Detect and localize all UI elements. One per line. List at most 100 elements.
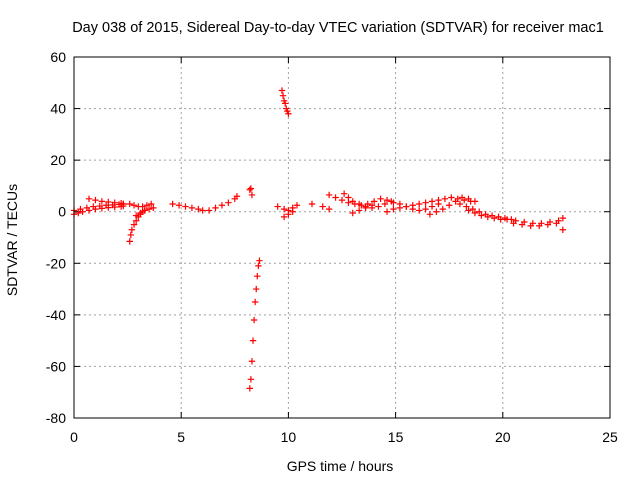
data-point (355, 200, 363, 208)
data-point (469, 205, 476, 213)
series-arc-7 (169, 200, 206, 214)
data-point (182, 203, 189, 210)
data-point (127, 231, 135, 239)
data-point (126, 200, 133, 208)
x-tick-label: 5 (177, 429, 185, 445)
data-point (559, 226, 567, 233)
data-point (212, 204, 219, 212)
data-point (279, 92, 287, 99)
data-point (285, 211, 292, 218)
x-tick-label: 0 (70, 429, 78, 445)
x-tick-label: 25 (602, 429, 618, 445)
data-point (145, 205, 153, 213)
data-point (388, 198, 395, 205)
data-point (218, 202, 226, 209)
data-point (377, 195, 384, 203)
data-point (188, 204, 196, 212)
data-point (233, 193, 241, 200)
data-point (497, 216, 504, 223)
data-point (415, 200, 423, 208)
series-arc-6 (132, 204, 157, 219)
data-point (476, 208, 483, 215)
data-point (111, 199, 118, 206)
data-point (484, 213, 491, 221)
data-point (280, 205, 288, 213)
data-point (281, 100, 289, 107)
series-arc-19 (396, 200, 442, 214)
axis-ticks: 0 5 10 15 20 25 -80 -60 -40 -20 0 20 40 60 (46, 49, 618, 445)
data-point (349, 209, 356, 217)
data-point (452, 198, 459, 205)
x-axis-label: GPS time / hours (287, 458, 394, 474)
data-point (325, 205, 333, 213)
data-point (362, 204, 369, 212)
data-point (169, 200, 176, 208)
data-point (137, 209, 144, 217)
data-point (471, 198, 479, 205)
data-point (458, 194, 466, 201)
series-arc-5 (126, 200, 155, 210)
data-point (293, 202, 301, 209)
data-point (98, 198, 106, 205)
data-point (527, 222, 534, 230)
data-point (254, 272, 261, 280)
data-point (85, 207, 93, 214)
plot-frame (73, 56, 611, 419)
data-point (426, 211, 434, 218)
data-point (79, 208, 86, 215)
y-tick-label: 0 (58, 204, 66, 220)
data-point (536, 222, 543, 230)
data-point (225, 199, 232, 206)
data-point (247, 376, 255, 383)
grid-lines (74, 57, 610, 418)
data-point (463, 203, 470, 210)
series-arc-16 (340, 190, 395, 212)
series-arc-3 (85, 195, 127, 208)
data-point (105, 204, 112, 211)
data-point (510, 220, 517, 227)
y-tick-label: -20 (46, 255, 66, 271)
data-point (85, 195, 93, 203)
data-point (491, 214, 498, 222)
data-point (249, 337, 257, 344)
data-point (289, 208, 296, 215)
data-point (433, 208, 440, 215)
series-arc-17 (349, 202, 376, 217)
chart-title: Day 038 of 2015, Sidereal Day-to-day VTE… (72, 20, 604, 36)
data-point (381, 200, 389, 208)
data-point (175, 202, 183, 209)
data-point (439, 205, 446, 213)
data-point (448, 194, 455, 201)
data-point (349, 198, 356, 205)
data-point (368, 202, 376, 209)
data-point (274, 203, 281, 210)
data-point (428, 203, 436, 210)
y-tick-label: -80 (46, 410, 66, 426)
data-point (465, 195, 472, 203)
data-points (70, 87, 567, 392)
data-point (98, 205, 106, 212)
data-point (435, 200, 442, 208)
data-point (253, 285, 260, 293)
data-point (278, 87, 286, 94)
data-point (345, 194, 352, 201)
data-point (285, 110, 292, 117)
data-point (195, 205, 202, 213)
data-point (105, 198, 112, 206)
series-arc-14 (308, 200, 333, 213)
data-point (248, 191, 256, 199)
data-point (308, 200, 316, 208)
y-tick-label: -40 (46, 307, 66, 323)
data-point (441, 195, 449, 203)
data-point (246, 385, 254, 392)
x-tick-label: 15 (388, 429, 404, 445)
data-point (132, 212, 140, 219)
series-arc-15 (325, 191, 397, 209)
x-tick-label: 10 (281, 429, 297, 445)
data-point (247, 185, 255, 192)
data-point (325, 191, 333, 199)
data-point (503, 216, 511, 223)
data-point (471, 209, 479, 217)
data-point (478, 212, 485, 219)
